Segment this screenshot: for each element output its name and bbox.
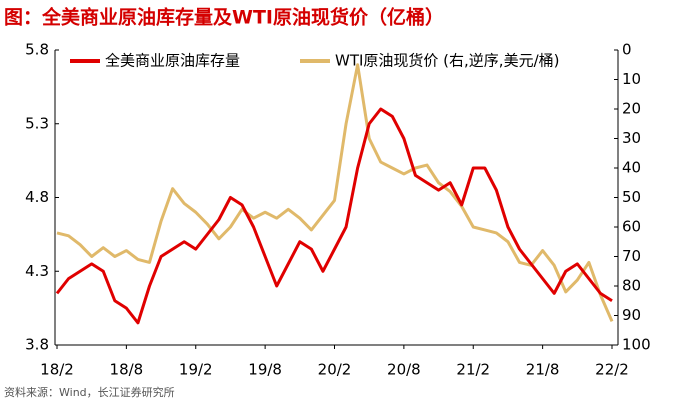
x-tick-label: 19/8 [248, 361, 282, 379]
y-tick-label: 5.8 [25, 41, 49, 59]
x-tick-label: 18/8 [110, 361, 144, 379]
y2-tick-label: 20 [622, 100, 641, 118]
source: 资料来源：Wind，长江证券研究所 [4, 385, 175, 399]
x-tick-label: 21/2 [456, 361, 490, 379]
x-tick-label: 19/2 [179, 361, 213, 379]
y2-tick-label: 90 [622, 306, 641, 324]
chart-title: 图：全美商业原油库存量及WTI原油现货价（亿桶） [4, 6, 444, 29]
legend-label: WTI原油现货价 (右,逆序,美元/桶) [335, 52, 559, 70]
y-tick-label: 5.3 [25, 114, 49, 132]
y2-tick-label: 30 [622, 129, 641, 147]
y2-tick-label: 10 [622, 70, 641, 88]
y2-tick-label: 0 [622, 41, 632, 59]
y-tick-label: 4.3 [25, 262, 49, 280]
legend-label: 全美商业原油库存量 [105, 52, 240, 70]
series-line [55, 107, 613, 325]
y2-tick-label: 100 [622, 336, 651, 354]
y2-tick-label: 40 [622, 159, 641, 177]
x-tick-label: 20/8 [387, 361, 421, 379]
y2-tick-label: 60 [622, 218, 641, 236]
y2-tick-label: 50 [622, 188, 641, 206]
series-line [56, 63, 614, 322]
x-tick-label: 18/2 [40, 361, 74, 379]
x-tick-label: 22/2 [595, 361, 629, 379]
x-tick-label: 21/8 [526, 361, 560, 379]
y-tick-label: 3.8 [25, 336, 49, 354]
y2-tick-label: 70 [622, 247, 641, 265]
y-tick-label: 4.8 [25, 188, 49, 206]
x-tick-label: 20/2 [318, 361, 352, 379]
y2-tick-label: 80 [622, 277, 641, 295]
